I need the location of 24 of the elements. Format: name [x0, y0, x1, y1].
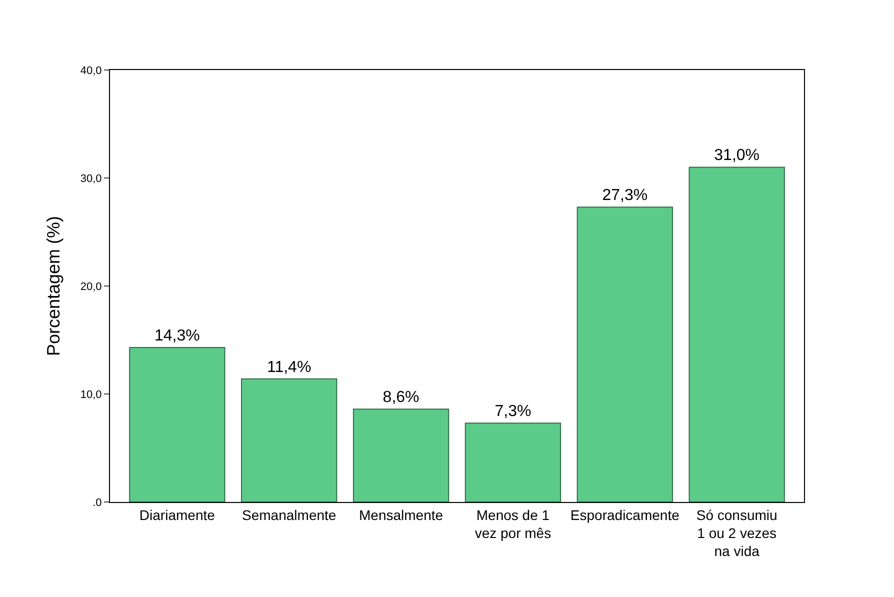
- data-label: 31,0%: [714, 147, 760, 164]
- x-tick-label: Esporadicamente: [570, 506, 680, 523]
- bar: [576, 206, 673, 502]
- bar: [129, 347, 226, 502]
- data-label: 11,4%: [267, 358, 312, 376]
- bar: [688, 166, 785, 502]
- x-tick-label: Mensalmente: [359, 506, 444, 523]
- y-axis-title: Porcentagem (%): [44, 216, 64, 356]
- x-tick-label: Só consumiu 1 ou 2 vezes na vida: [696, 506, 778, 560]
- y-tick-label: 10,0: [80, 388, 102, 401]
- y-tick-label: 30,0: [80, 172, 102, 185]
- data-label: 8,6%: [382, 389, 420, 406]
- bar: [464, 422, 562, 502]
- data-label: 27,3%: [602, 187, 648, 204]
- bar: [241, 378, 338, 502]
- x-tick-label: Semanalmente: [242, 506, 336, 523]
- data-label: 7,3%: [494, 403, 532, 420]
- x-tick-label: Diariamente: [139, 506, 216, 523]
- x-tick-label: Menos de 1 vez por mês: [474, 506, 552, 541]
- data-label: 14,3%: [154, 328, 200, 345]
- y-tick-label: 40,0: [80, 64, 102, 77]
- y-tick-label: .0: [92, 496, 102, 509]
- y-tick-label: 20,0: [80, 280, 102, 293]
- bar: [352, 408, 450, 502]
